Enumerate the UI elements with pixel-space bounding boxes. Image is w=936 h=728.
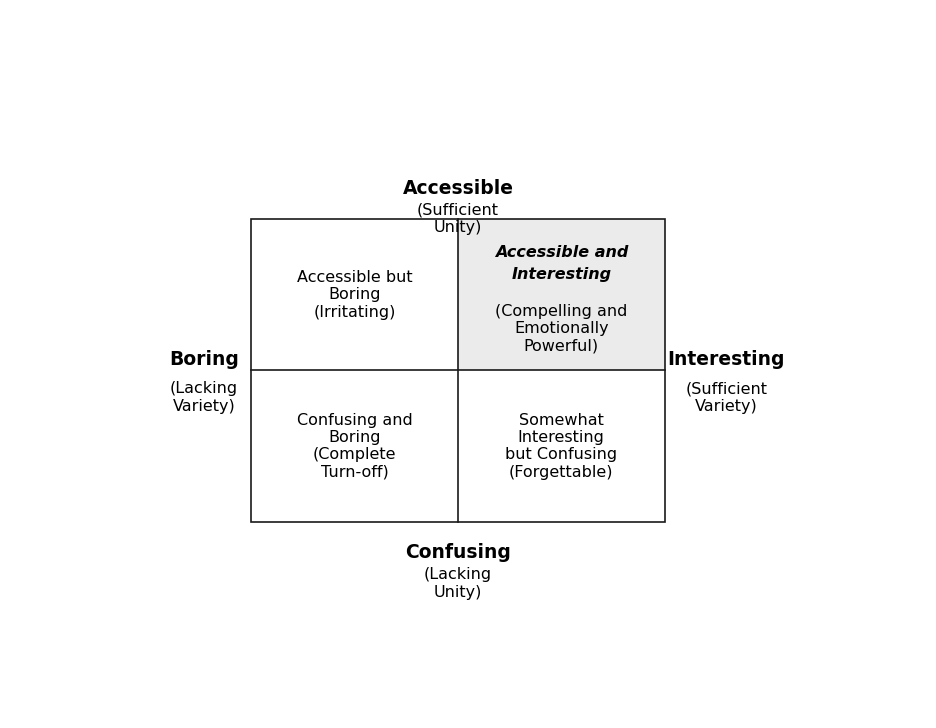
Text: (Lacking
Variety): (Lacking Variety) xyxy=(170,381,238,414)
Text: Somewhat
Interesting
but Confusing
(Forgettable): Somewhat Interesting but Confusing (Forg… xyxy=(505,413,618,480)
Text: Accessible: Accessible xyxy=(402,179,514,198)
Text: Boring: Boring xyxy=(169,349,239,368)
Text: (Lacking
Unity): (Lacking Unity) xyxy=(424,567,492,600)
Text: (Sufficient
Variety): (Sufficient Variety) xyxy=(685,381,768,414)
Text: Confusing and
Boring
(Complete
Turn-off): Confusing and Boring (Complete Turn-off) xyxy=(297,413,413,480)
Text: Interesting: Interesting xyxy=(511,267,611,282)
Text: Interesting: Interesting xyxy=(667,349,785,368)
Text: Accessible and: Accessible and xyxy=(494,245,628,260)
Bar xyxy=(458,219,665,371)
Text: Confusing: Confusing xyxy=(405,543,511,562)
Bar xyxy=(251,219,665,522)
Text: Accessible but
Boring
(Irritating): Accessible but Boring (Irritating) xyxy=(297,270,413,320)
Text: (Sufficient
Unity): (Sufficient Unity) xyxy=(417,203,499,235)
Text: (Compelling and
Emotionally
Powerful): (Compelling and Emotionally Powerful) xyxy=(495,304,627,353)
